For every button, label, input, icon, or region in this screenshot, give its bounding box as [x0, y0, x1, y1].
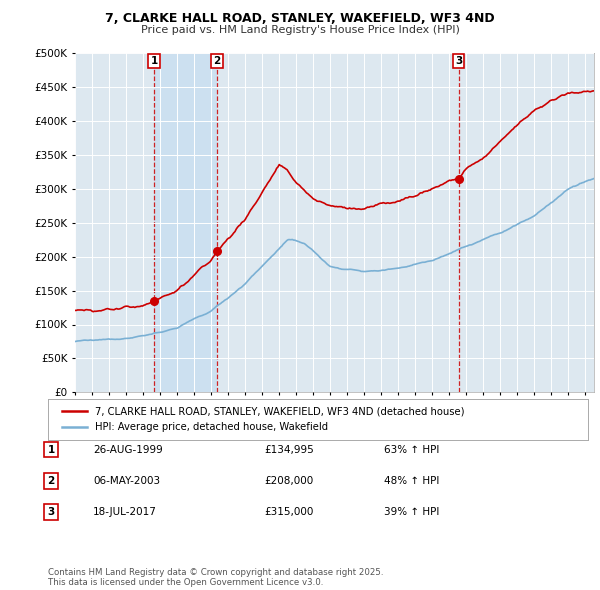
- Text: 18-JUL-2017: 18-JUL-2017: [93, 507, 157, 517]
- Text: 06-MAY-2003: 06-MAY-2003: [93, 476, 160, 486]
- Text: 7, CLARKE HALL ROAD, STANLEY, WAKEFIELD, WF3 4ND: 7, CLARKE HALL ROAD, STANLEY, WAKEFIELD,…: [105, 12, 495, 25]
- Text: 39% ↑ HPI: 39% ↑ HPI: [384, 507, 439, 517]
- Text: £315,000: £315,000: [264, 507, 313, 517]
- Text: £134,995: £134,995: [264, 445, 314, 454]
- Text: 26-AUG-1999: 26-AUG-1999: [93, 445, 163, 454]
- Legend: 7, CLARKE HALL ROAD, STANLEY, WAKEFIELD, WF3 4ND (detached house), HPI: Average : 7, CLARKE HALL ROAD, STANLEY, WAKEFIELD,…: [58, 402, 469, 437]
- Text: 1: 1: [151, 56, 158, 66]
- Text: £208,000: £208,000: [264, 476, 313, 486]
- Text: 63% ↑ HPI: 63% ↑ HPI: [384, 445, 439, 454]
- Text: 2: 2: [214, 56, 221, 66]
- Text: Price paid vs. HM Land Registry's House Price Index (HPI): Price paid vs. HM Land Registry's House …: [140, 25, 460, 35]
- Bar: [154, 53, 217, 392]
- Text: 3: 3: [455, 56, 462, 66]
- Text: 48% ↑ HPI: 48% ↑ HPI: [384, 476, 439, 486]
- Text: 1: 1: [47, 445, 55, 454]
- Text: 2: 2: [47, 476, 55, 486]
- Text: 3: 3: [47, 507, 55, 517]
- Text: Contains HM Land Registry data © Crown copyright and database right 2025.
This d: Contains HM Land Registry data © Crown c…: [48, 568, 383, 587]
